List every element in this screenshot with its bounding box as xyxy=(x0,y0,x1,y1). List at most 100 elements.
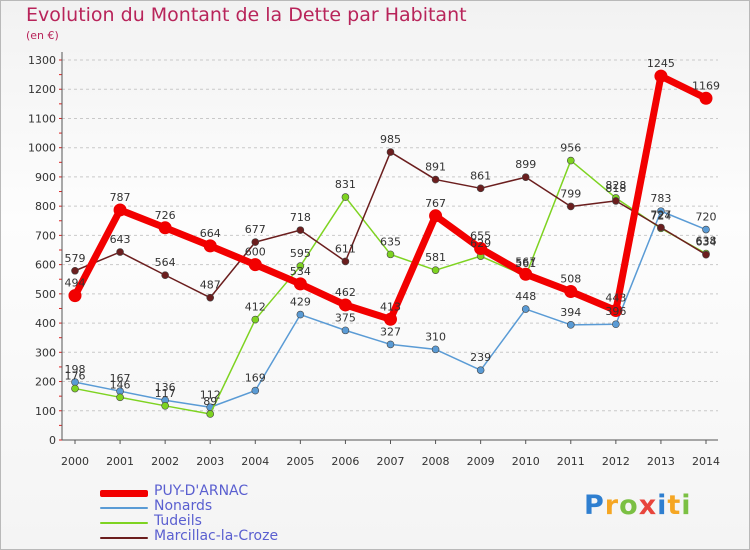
data-label: 443 xyxy=(605,292,626,305)
data-point xyxy=(251,386,260,395)
legend-swatch xyxy=(100,522,148,524)
data-label: 534 xyxy=(290,265,311,278)
x-tick-label: 2014 xyxy=(692,455,720,468)
legend-swatch xyxy=(100,507,148,509)
series-layer xyxy=(68,69,713,418)
data-label: 720 xyxy=(696,211,717,224)
y-tick-label: 400 xyxy=(35,317,56,330)
data-point xyxy=(338,298,352,312)
logo-letter: o xyxy=(619,490,639,521)
x-tick-label: 2001 xyxy=(106,455,134,468)
x-tick-label: 2005 xyxy=(286,455,314,468)
data-label: 567 xyxy=(515,255,536,268)
data-label: 595 xyxy=(290,247,311,260)
data-point xyxy=(519,267,533,281)
data-label: 198 xyxy=(65,363,86,376)
data-label: 167 xyxy=(110,372,131,385)
data-label: 629 xyxy=(470,237,491,250)
data-label: 638 xyxy=(696,235,717,248)
data-label: 239 xyxy=(470,351,491,364)
data-label: 494 xyxy=(65,277,86,290)
data-label: 581 xyxy=(425,251,446,264)
y-tick-label: 800 xyxy=(35,200,56,213)
y-tick-label: 1200 xyxy=(28,83,56,96)
logo-letter: t xyxy=(667,490,682,521)
data-label: 396 xyxy=(605,305,626,318)
data-point xyxy=(521,305,530,313)
data-label: 375 xyxy=(335,311,356,324)
x-tick-label: 2004 xyxy=(241,455,269,468)
series-line xyxy=(71,72,710,323)
data-point xyxy=(386,148,395,156)
data-label: 635 xyxy=(380,235,401,248)
x-tick-label: 2006 xyxy=(331,455,359,468)
data-point xyxy=(702,250,710,259)
data-label: 579 xyxy=(65,252,86,265)
data-label: 1169 xyxy=(692,79,720,92)
data-point xyxy=(431,266,440,274)
data-point xyxy=(161,271,169,279)
data-point xyxy=(702,225,710,234)
data-point xyxy=(521,173,530,182)
data-label: 956 xyxy=(560,142,581,155)
data-point xyxy=(71,266,79,275)
data-label: 664 xyxy=(200,227,221,240)
data-point xyxy=(341,193,350,201)
y-tick-label: 1100 xyxy=(28,112,56,125)
data-point xyxy=(296,310,305,319)
data-point xyxy=(206,410,215,418)
data-point xyxy=(431,175,440,184)
data-label: 561 xyxy=(515,257,536,270)
logo-letter: x xyxy=(638,490,658,521)
data-label: 677 xyxy=(245,223,266,236)
data-point xyxy=(206,293,215,302)
data-point xyxy=(341,326,350,335)
logo-letter: P xyxy=(584,490,605,521)
x-tick-label: 2011 xyxy=(557,455,585,468)
legend-swatch xyxy=(100,489,148,497)
data-label: 726 xyxy=(155,209,176,222)
data-labels: 494 787 726 664 600 534 462 413 767 655 567 508 443 1… xyxy=(65,57,721,408)
data-point xyxy=(251,238,260,246)
data-label: 412 xyxy=(245,301,266,314)
data-point xyxy=(386,250,395,259)
proxiti-logo: Proxiti xyxy=(584,490,692,521)
data-point xyxy=(612,320,620,329)
data-point xyxy=(609,304,623,318)
data-label: 891 xyxy=(425,161,446,174)
data-label: 787 xyxy=(110,191,131,204)
data-label: 448 xyxy=(515,290,536,303)
legend-label: PUY-D'ARNAC xyxy=(154,483,249,499)
y-tick-label: 1000 xyxy=(28,142,56,155)
x-tick-label: 2008 xyxy=(422,455,450,468)
data-point xyxy=(116,248,124,256)
x-tick-label: 2003 xyxy=(196,455,224,468)
data-label: 861 xyxy=(470,169,491,182)
grid xyxy=(62,59,718,412)
legend-label: Tudeils xyxy=(154,513,202,529)
y-tick-label: 100 xyxy=(35,405,56,418)
legend-label: Nonards xyxy=(154,498,213,514)
data-point xyxy=(612,197,620,205)
data-point xyxy=(566,156,575,165)
data-label: 413 xyxy=(380,300,401,313)
y-tick-label: 700 xyxy=(35,229,56,242)
data-point xyxy=(158,221,172,235)
data-label: 310 xyxy=(425,330,446,343)
x-tick-label: 2013 xyxy=(647,455,675,468)
data-label: 899 xyxy=(515,158,536,171)
x-tick-label: 2010 xyxy=(512,455,540,468)
legend-label: Marcillac-la-Croze xyxy=(154,528,279,544)
data-label: 89 xyxy=(203,395,217,408)
legend-swatch xyxy=(100,537,148,539)
data-point xyxy=(657,223,665,232)
data-point xyxy=(251,315,260,324)
y-tick-label: 900 xyxy=(35,171,56,184)
data-label: 985 xyxy=(380,133,401,146)
data-point xyxy=(654,69,668,83)
data-label: 327 xyxy=(380,325,401,338)
unit-label: (en €) xyxy=(26,29,59,42)
data-point xyxy=(566,321,575,329)
data-label: 136 xyxy=(155,381,176,394)
